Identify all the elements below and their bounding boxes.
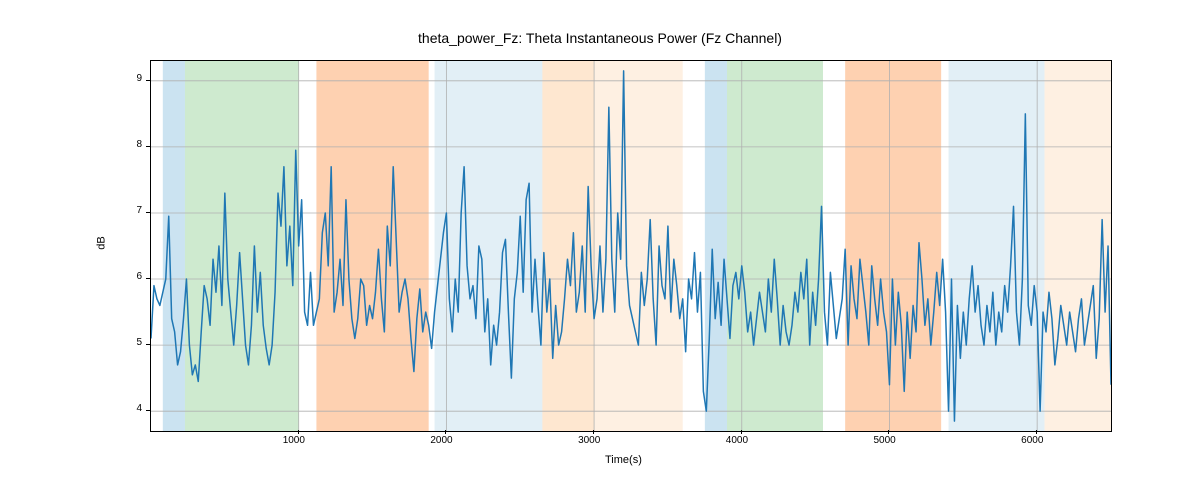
y-tick-label: 4 [136,403,142,414]
plot-area [150,60,1112,432]
x-axis-label: Time(s) [605,454,642,466]
x-tick-label: 3000 [578,435,600,446]
plot-svg [151,61,1111,431]
x-tick-label: 1000 [283,435,305,446]
figure: theta_power_Fz: Theta Instantaneous Powe… [0,0,1200,500]
x-tick-label: 2000 [430,435,452,446]
y-tick-label: 9 [136,73,142,84]
y-tick-label: 7 [136,205,142,216]
y-tick-label: 6 [136,271,142,282]
y-tick-label: 5 [136,337,142,348]
x-tick-label: 5000 [873,435,895,446]
x-tick-label: 4000 [726,435,748,446]
x-tick-label: 6000 [1021,435,1043,446]
y-axis-label: dB [96,236,108,249]
chart-title: theta_power_Fz: Theta Instantaneous Powe… [0,30,1200,46]
y-tick-label: 8 [136,139,142,150]
